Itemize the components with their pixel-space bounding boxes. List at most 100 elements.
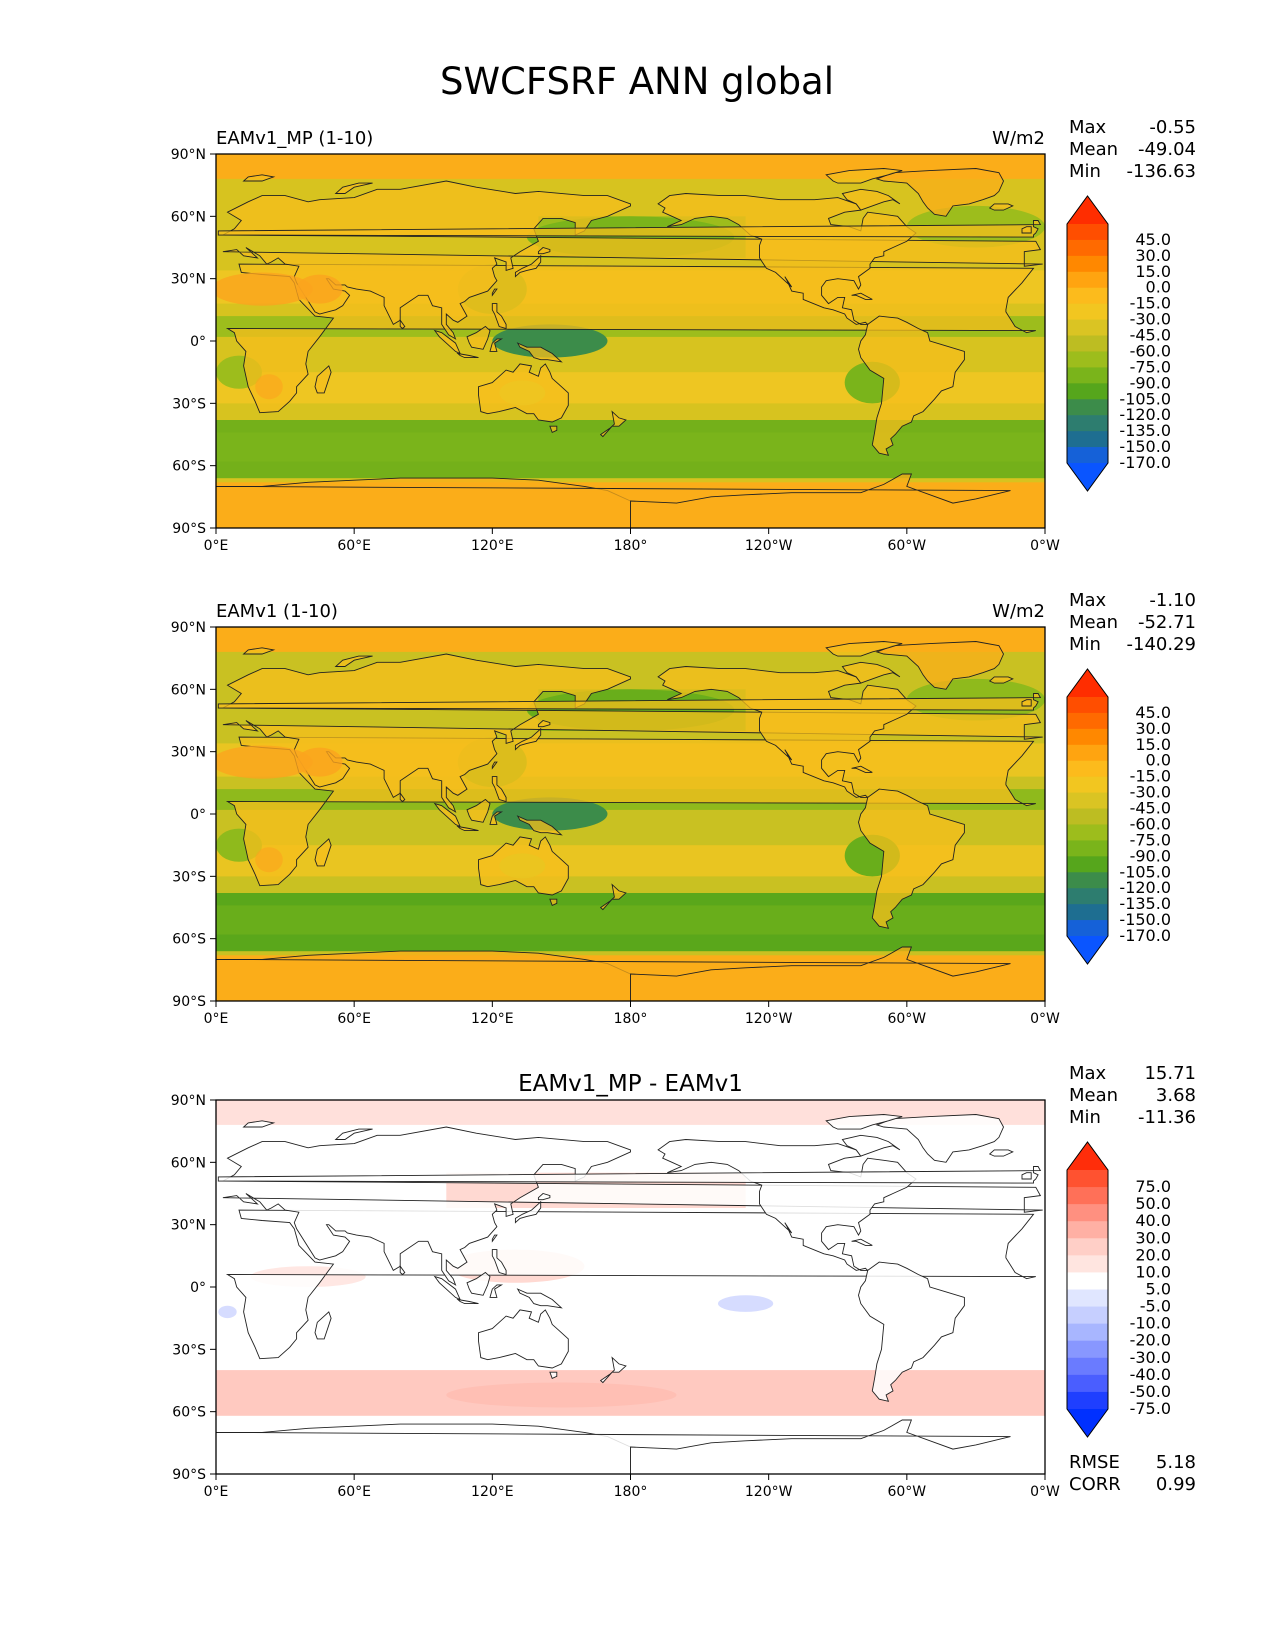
colorbar-segment xyxy=(1067,1357,1108,1376)
colorbar-segment xyxy=(1067,399,1108,416)
colorbar-tick-label: -45.0 xyxy=(1130,326,1171,345)
kalahari xyxy=(255,374,283,400)
colorbar-tick-label: -75.0 xyxy=(1130,357,1171,376)
colorbar-segment xyxy=(1067,1187,1108,1205)
coastline-sumatra xyxy=(433,802,461,828)
colorbar-segment xyxy=(1067,1289,1108,1308)
xtick-label: 60°E xyxy=(337,538,371,554)
colorbar-tick-label: -5.0 xyxy=(1140,1297,1171,1316)
colorbar-tick-label: -15.0 xyxy=(1130,294,1171,313)
colorbar-segment xyxy=(1067,287,1108,305)
sahara xyxy=(216,745,313,779)
panel-units: W/m2 xyxy=(992,601,1045,622)
xtick-label: 0°E xyxy=(204,1484,229,1500)
colorbar-segment xyxy=(1067,431,1108,448)
kalahari xyxy=(255,847,283,873)
colorbar-tick-label: -105.0 xyxy=(1119,862,1171,881)
coastline-novaya xyxy=(334,182,373,194)
colorbar-tick-label: 40.0 xyxy=(1135,1211,1171,1230)
colorbar-segment xyxy=(1067,383,1108,400)
stat-label: Mean xyxy=(1069,139,1118,160)
colorbar-segment xyxy=(1067,1374,1108,1393)
colorbar-segment xyxy=(1067,776,1108,794)
coastline-greenland xyxy=(875,1114,1005,1163)
colorbar-tick-label: -75.0 xyxy=(1130,830,1171,849)
panel-units: W/m2 xyxy=(992,128,1045,149)
colorbar-extend-max xyxy=(1067,196,1108,224)
colorbar-segment xyxy=(1067,792,1108,810)
xtick-label: 180° xyxy=(614,538,648,554)
colorbar-segment xyxy=(1067,447,1108,464)
panel-center-title: EAMv1_MP - EAMv1 xyxy=(518,1071,743,1097)
coastline-nz xyxy=(599,1356,627,1384)
stat-label: Min xyxy=(1069,161,1101,182)
coastline-nz xyxy=(599,410,627,438)
xtick-label: 60°E xyxy=(337,1011,371,1027)
colorbar-tick-label: -30.0 xyxy=(1130,1348,1171,1367)
colorbar-tick-label: 30.0 xyxy=(1135,719,1171,738)
ytick-label: 60°S xyxy=(172,1405,206,1421)
coastline-cuba xyxy=(851,292,873,300)
stat-label: Max xyxy=(1069,590,1107,611)
coastline-hokkaido xyxy=(537,719,551,728)
colorbar-tick-label: -60.0 xyxy=(1130,341,1171,360)
ytick-label: 60°N xyxy=(171,682,206,698)
coastline-sriLanka xyxy=(399,318,406,330)
coastline-hokkaido xyxy=(537,1192,551,1201)
coastline-uk xyxy=(217,1166,1042,1184)
coastline-novaya xyxy=(334,655,373,667)
ytick-label: 60°N xyxy=(171,1155,206,1171)
coastline-tasmania xyxy=(549,425,558,434)
coastline-cuba xyxy=(851,1238,873,1246)
xtick-label: 0°E xyxy=(204,538,229,554)
xtick-label: 0°W xyxy=(1030,538,1060,554)
colorbar-tick-label: -150.0 xyxy=(1119,437,1171,456)
coastline-tasmania xyxy=(549,1371,558,1380)
colorbar-segment xyxy=(1067,1272,1108,1290)
continents xyxy=(216,1114,1043,1474)
colorbar-tick-label: 10.0 xyxy=(1135,1262,1171,1281)
colorbar-extend-max xyxy=(1067,669,1108,697)
coastline-philippines xyxy=(491,776,507,803)
panel-diff: 90°N 60°N 30°N 0° 30°S 60°S 90°S0°E 60°E 120°E 18… xyxy=(171,1063,1196,1500)
colorbar-tick-label: 0.0 xyxy=(1146,751,1171,770)
coastline-svalbard xyxy=(242,174,276,182)
coastline-madagascar xyxy=(314,1311,332,1340)
ytick-label: 90°N xyxy=(171,620,206,636)
colorbar-segment xyxy=(1067,239,1108,257)
colorbar: 45.030.015.00.0-15.0-30.0-45.0-60.0-75.0… xyxy=(1066,195,1171,492)
colorbar-segment xyxy=(1067,1170,1108,1188)
colorbar-segment xyxy=(1067,840,1108,857)
coastline-svalbard xyxy=(242,1120,276,1128)
coastline-northAmerica xyxy=(657,1139,917,1271)
colorbar-segment xyxy=(1067,744,1108,762)
coastline-java xyxy=(456,1298,479,1305)
negative-patch-pacific xyxy=(718,1295,774,1312)
colorbar-tick-label: -10.0 xyxy=(1130,1314,1171,1333)
colorbar-segment xyxy=(1067,255,1108,273)
ytick-label: 90°S xyxy=(172,994,206,1010)
colorbar-tick-label: 30.0 xyxy=(1135,246,1171,265)
colorbar-tick-label: 45.0 xyxy=(1135,703,1171,722)
ytick-label: 90°S xyxy=(172,521,206,537)
coastline-java xyxy=(456,352,479,359)
stat-label: Mean xyxy=(1069,1085,1118,1106)
colorbar-segment xyxy=(1067,1221,1108,1239)
colorbar-segment xyxy=(1067,888,1108,905)
coastline-novaya xyxy=(334,1128,373,1140)
coastline-svalbard xyxy=(242,647,276,655)
xtick-label: 120°E xyxy=(471,1484,514,1500)
colorbar-tick-label: -45.0 xyxy=(1130,799,1171,818)
coastline-borneo xyxy=(466,798,491,823)
coastline-sulawesi xyxy=(489,338,504,352)
colorbar-outline xyxy=(1066,1141,1109,1438)
ytick-label: 90°N xyxy=(171,1093,206,1109)
rmse-value: 5.18 xyxy=(1156,1452,1196,1473)
coastline-tasmania xyxy=(549,898,558,907)
coastline-sumatra xyxy=(433,1275,461,1301)
colorbar-tick-label: -170.0 xyxy=(1119,453,1171,472)
colorbar-tick-label: 45.0 xyxy=(1135,230,1171,249)
coastline-ireland xyxy=(1021,699,1032,707)
colorbar-tick-label: 50.0 xyxy=(1135,1194,1171,1213)
colorbar: 75.050.040.030.020.010.05.0-5.0-10.0-20.… xyxy=(1066,1141,1171,1438)
